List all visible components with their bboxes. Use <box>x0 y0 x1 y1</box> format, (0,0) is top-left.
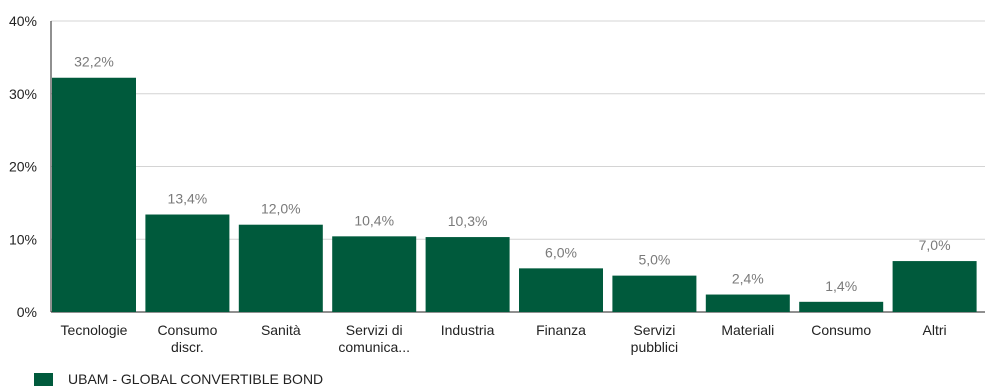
bar <box>705 294 790 312</box>
bar <box>519 268 603 312</box>
data-label: 1,4% <box>825 278 857 294</box>
bar <box>892 261 977 312</box>
x-tick-label: comunica... <box>338 339 410 355</box>
data-label: 32,2% <box>74 54 114 70</box>
data-label: 13,4% <box>168 191 208 207</box>
data-label: 7,0% <box>919 237 951 253</box>
x-tick-label: Servizi <box>633 322 675 338</box>
x-tick-label: Materiali <box>721 322 774 338</box>
x-tick-label: Sanità <box>261 322 301 338</box>
x-tick-label: pubblici <box>631 339 678 355</box>
bar <box>425 237 510 312</box>
legend-swatch <box>34 373 53 386</box>
x-tick-label: Altri <box>923 322 947 338</box>
legend: UBAM - GLOBAL CONVERTIBLE BOND <box>34 372 323 387</box>
x-tick-label: Consumo <box>811 322 871 338</box>
data-label: 10,4% <box>354 212 394 228</box>
bar <box>612 275 697 312</box>
bar <box>799 301 884 312</box>
y-tick-label: 0% <box>17 304 37 320</box>
bar <box>238 224 323 312</box>
bar <box>52 77 136 313</box>
bar <box>332 236 417 312</box>
y-tick-label: 10% <box>9 231 37 247</box>
y-tick-label: 40% <box>9 13 37 29</box>
y-tick-label: 30% <box>9 86 37 102</box>
x-tick-label: Industria <box>441 322 495 338</box>
data-label: 5,0% <box>638 252 670 268</box>
x-tick-label: Finanza <box>536 322 586 338</box>
data-label: 6,0% <box>545 244 577 260</box>
x-tick-label: Tecnologie <box>61 322 128 338</box>
x-tick-label: Consumo <box>157 322 217 338</box>
x-tick-label: Servizi di <box>346 322 403 338</box>
data-label: 12,0% <box>261 201 301 217</box>
data-label: 2,4% <box>732 271 764 287</box>
x-tick-label: discr. <box>171 339 204 355</box>
legend-label: UBAM - GLOBAL CONVERTIBLE BOND <box>68 371 324 387</box>
bar <box>145 214 230 312</box>
y-tick-label: 20% <box>9 159 37 175</box>
data-label: 10,3% <box>448 213 488 229</box>
